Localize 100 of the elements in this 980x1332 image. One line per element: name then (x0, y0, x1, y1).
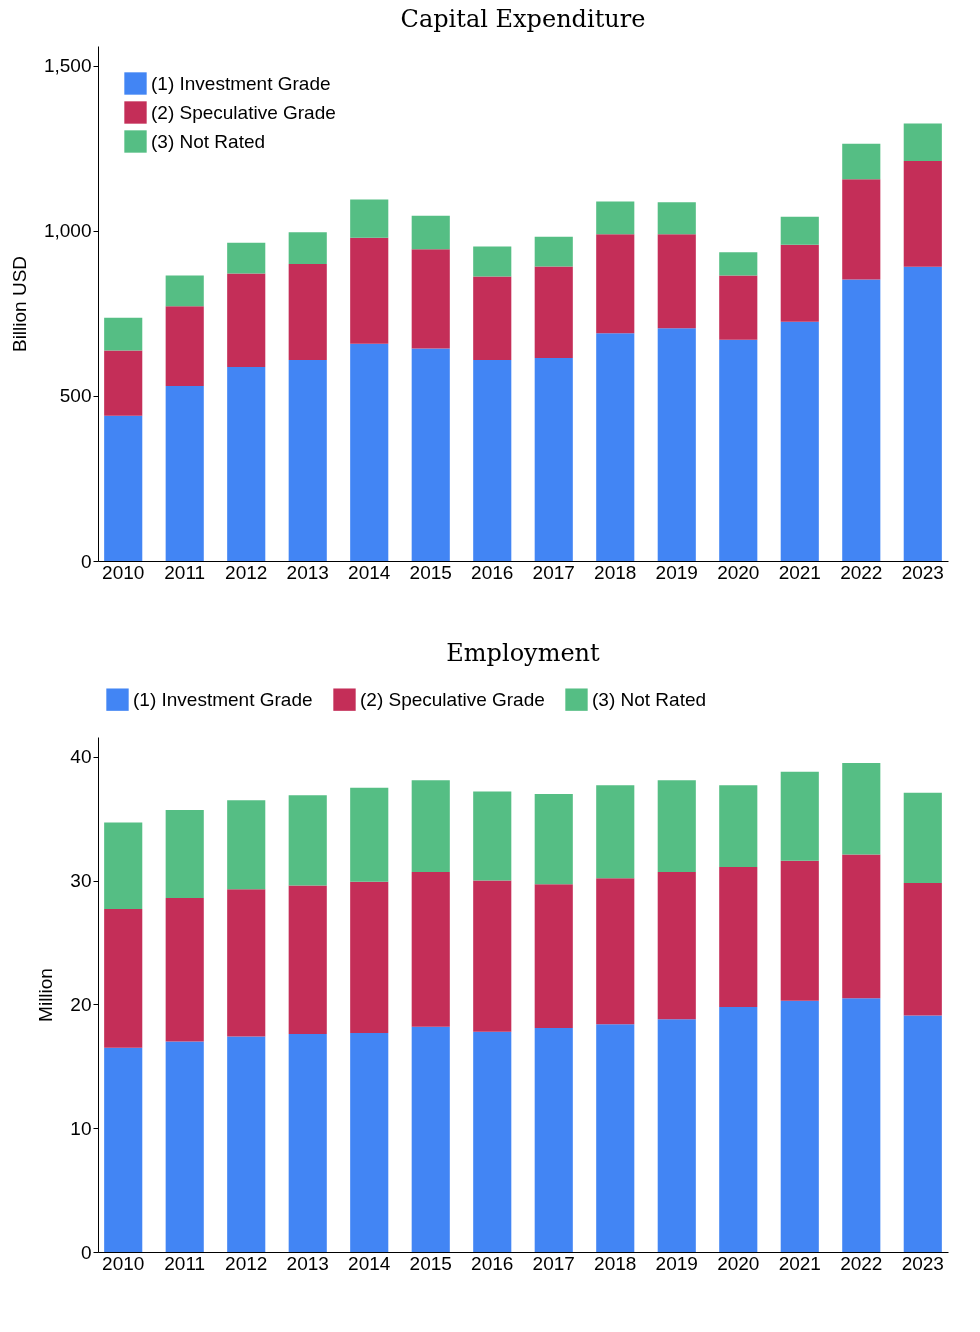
x-tick-label: 2021 (778, 1252, 821, 1274)
bar (534, 1027, 573, 1252)
bar (780, 216, 819, 245)
bar (227, 366, 266, 561)
bar (780, 244, 819, 322)
bar (657, 328, 696, 561)
bar (657, 234, 696, 329)
bar (165, 897, 204, 1042)
bar (596, 878, 635, 1025)
bar (903, 266, 942, 561)
x-tick-label: 2019 (655, 1252, 698, 1274)
x-tick-label: 2012 (225, 561, 268, 583)
bar (411, 780, 450, 872)
bar (780, 321, 819, 561)
bar (534, 266, 573, 358)
bar (104, 909, 143, 1048)
bar (903, 883, 942, 1016)
x-tick-label: 2013 (286, 1252, 329, 1274)
bar (903, 160, 942, 267)
x-tick-label: 2010 (102, 1252, 145, 1274)
y-tick-label: 0 (80, 1241, 92, 1263)
chart-title: Capital Expenditure (400, 5, 646, 33)
bar (350, 237, 389, 344)
bar (473, 1031, 512, 1252)
bar (596, 333, 635, 561)
bar (411, 249, 450, 349)
bar (596, 234, 635, 334)
bar (657, 871, 696, 1020)
bar (719, 275, 758, 340)
x-tick-label: 2020 (717, 1252, 760, 1274)
bar (596, 785, 635, 879)
x-tick-label: 2017 (532, 1252, 575, 1274)
x-tick-label: 2022 (840, 1252, 883, 1274)
legend-label: (1) Investment Grade (133, 688, 313, 710)
x-tick-label: 2023 (901, 1252, 944, 1274)
bar (288, 885, 327, 1035)
x-tick-label: 2022 (840, 561, 883, 583)
y-tick-label: 1,500 (43, 55, 92, 77)
x-tick-label: 2015 (409, 1252, 452, 1274)
x-tick-label: 2020 (717, 561, 760, 583)
bar (842, 179, 881, 280)
bar (719, 339, 758, 561)
bar (719, 866, 758, 1007)
bar (842, 279, 881, 561)
bar (842, 143, 881, 180)
bar (165, 810, 204, 898)
bar (473, 276, 512, 360)
x-tick-label: 2018 (594, 1252, 637, 1274)
bar (350, 343, 389, 561)
bar (288, 232, 327, 264)
y-tick-label: 30 (70, 870, 92, 892)
bar (165, 386, 204, 561)
bar (411, 348, 450, 561)
y-axis-title: Billion USD (8, 255, 30, 353)
bar (227, 889, 266, 1037)
bar (903, 123, 942, 161)
bar (534, 236, 573, 267)
y-tick-label: 40 (70, 746, 92, 768)
bar (903, 792, 942, 884)
bar (411, 871, 450, 1027)
bar (473, 359, 512, 561)
x-tick-label: 2019 (655, 561, 698, 583)
x-tick-label: 2012 (225, 1252, 268, 1274)
bar (842, 854, 881, 999)
x-tick-label: 2015 (409, 561, 452, 583)
bar (596, 201, 635, 235)
bar (780, 1000, 819, 1252)
bar (104, 1047, 143, 1252)
x-tick-label: 2016 (471, 561, 514, 583)
bar (227, 242, 266, 274)
bar (657, 1019, 696, 1252)
bar (780, 860, 819, 1001)
y-axis-title: Million (35, 968, 57, 1022)
bar (104, 350, 143, 416)
bar (288, 1034, 327, 1252)
x-tick-label: 2018 (594, 561, 637, 583)
bar (350, 1032, 389, 1252)
legend-label: (2) Speculative Grade (360, 688, 545, 710)
bar (780, 771, 819, 861)
bar (719, 785, 758, 867)
bar (165, 306, 204, 387)
legend-label: (1) Investment Grade (151, 72, 331, 94)
y-tick-label: 1,000 (43, 220, 92, 242)
bar (350, 881, 389, 1033)
bar (596, 1024, 635, 1252)
bar (165, 1041, 204, 1252)
bar (719, 1006, 758, 1252)
x-tick-label: 2023 (901, 561, 944, 583)
bar (227, 1036, 266, 1252)
chart-title: Employment (446, 639, 601, 667)
bar (104, 822, 143, 910)
bar (350, 787, 389, 882)
bar (104, 317, 143, 351)
x-tick-label: 2021 (778, 561, 821, 583)
bar (411, 1026, 450, 1252)
bar (288, 263, 327, 360)
bar (473, 880, 512, 1032)
bar (288, 359, 327, 561)
bar (227, 800, 266, 890)
bar (288, 795, 327, 886)
